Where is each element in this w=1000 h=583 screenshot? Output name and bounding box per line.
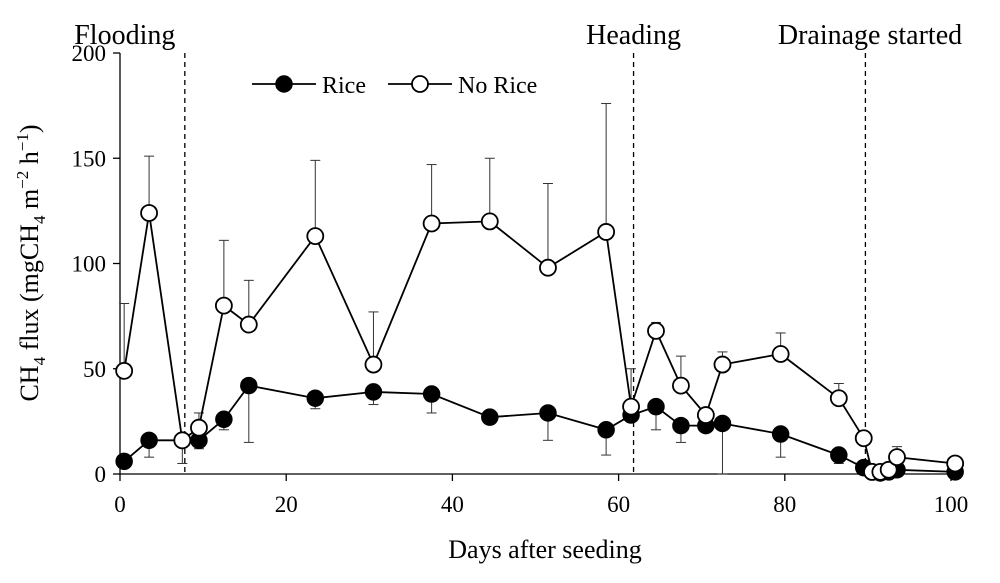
x-tick-label: 100 [934, 492, 969, 517]
y-tick-label: 0 [95, 462, 107, 487]
y-tick-label: 200 [72, 41, 107, 66]
data-point-rice [115, 452, 133, 471]
event-markers: Flooding Heading Drainage started [74, 20, 962, 474]
data-point-rice [364, 383, 383, 401]
legend-rice-marker [275, 75, 293, 93]
data-point-no-rice [306, 227, 325, 246]
data-point-no-rice [771, 345, 790, 363]
data-point-no-rice [622, 397, 640, 416]
data-point-rice [672, 416, 690, 435]
data-point-no-rice [647, 321, 665, 340]
data-point-no-rice [879, 460, 898, 479]
data-point-no-rice [140, 204, 158, 222]
x-tick-label: 20 [275, 492, 298, 517]
data-point-rice [647, 397, 665, 416]
data-point-rice [306, 389, 325, 407]
data-point-rice [422, 385, 441, 403]
data-point-no-rice [115, 361, 134, 380]
data-point-rice [713, 414, 732, 433]
data-point-rice [140, 431, 158, 450]
data-point-no-rice [854, 429, 873, 448]
data-point-no-rice [946, 454, 965, 473]
data-points [115, 204, 965, 482]
event-label: Drainage started [778, 20, 962, 51]
x-tick-label: 40 [441, 492, 464, 517]
data-point-no-rice [422, 214, 441, 233]
data-point-rice [215, 410, 233, 429]
data-point-no-rice [364, 355, 383, 374]
data-point-no-rice [480, 212, 499, 231]
data-point-no-rice [672, 376, 690, 395]
data-point-no-rice [214, 296, 233, 315]
data-point-rice [481, 408, 499, 426]
ticks: 0 50 100 150 200 0 20 40 60 80 100 [72, 41, 969, 517]
x-axis-title: Days after seeding [448, 535, 641, 564]
data-point-no-rice [173, 431, 192, 450]
data-point-rice [539, 404, 557, 422]
x-tick-label: 80 [773, 492, 796, 517]
y-tick-label: 50 [83, 357, 106, 382]
data-point-no-rice [829, 389, 848, 408]
event-label: Flooding [74, 20, 175, 51]
y-axis-title: CH4 flux (mgCH4 m−2 h−1) [13, 124, 49, 401]
data-point-no-rice [696, 406, 715, 424]
legend: Rice No Rice [252, 73, 537, 99]
x-tick-label: 60 [607, 492, 630, 517]
data-point-no-rice [597, 223, 616, 241]
data-point-no-rice [239, 315, 258, 334]
event-label: Heading [586, 20, 681, 51]
y-tick-label: 100 [72, 252, 107, 277]
data-point-no-rice [888, 448, 906, 467]
data-point-rice [771, 425, 790, 443]
legend-norice-label: No Rice [458, 73, 537, 99]
legend-norice-marker [411, 75, 429, 93]
data-point-no-rice [713, 355, 732, 374]
data-point-no-rice [190, 418, 208, 437]
error-bars [119, 103, 902, 475]
legend-rice-label: Rice [322, 73, 366, 99]
y-tick-label: 150 [72, 146, 107, 171]
data-point-rice [830, 446, 848, 464]
x-tick-label: 0 [114, 492, 126, 517]
data-point-rice [240, 376, 258, 395]
data-point-rice [597, 421, 615, 439]
data-point-no-rice [539, 258, 557, 277]
